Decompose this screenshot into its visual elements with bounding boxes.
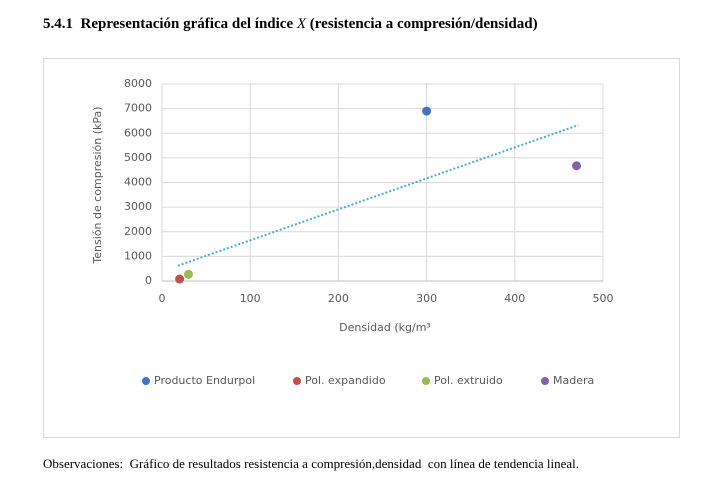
section-number: 5.4.1	[43, 16, 73, 32]
chart: Densidad (kg/m³ Tensión de compresión (k…	[43, 58, 680, 438]
y-tick-label: 4000	[124, 176, 152, 189]
data-point	[422, 106, 432, 116]
x-axis-title: Densidad (kg/m³	[339, 321, 431, 334]
data-point	[183, 269, 193, 279]
chart-frame	[43, 58, 680, 438]
section-heading: 5.4.1 Representación gráfica del índice …	[43, 16, 538, 33]
y-tick-label: 5000	[124, 151, 152, 164]
data-point	[175, 274, 185, 284]
trendline	[177, 124, 579, 267]
legend-label: Pol. expandido	[305, 374, 386, 387]
y-tick-label: 2000	[124, 225, 152, 238]
legend-label: Producto Endurpol	[154, 374, 255, 387]
y-tick-label: 1000	[124, 249, 152, 262]
section-title: Representación gráfica del índice	[80, 16, 297, 32]
x-tick-label: 200	[328, 292, 349, 305]
x-tick-label: 400	[504, 292, 525, 305]
caption: Observaciones: Gráfico de resultados res…	[43, 456, 580, 471]
y-tick-label: 3000	[124, 200, 152, 213]
y-tick-label: 7000	[124, 102, 152, 115]
data-point	[572, 161, 582, 171]
legend-marker	[142, 377, 150, 385]
x-tick-label: 100	[240, 292, 261, 305]
section-title-variable: X	[296, 16, 307, 32]
legend-marker	[541, 377, 549, 385]
legend-label: Madera	[553, 374, 594, 387]
legend-marker	[293, 377, 301, 385]
legend-label: Pol. extruido	[434, 374, 503, 387]
y-tick-label: 0	[145, 274, 152, 287]
section-title: (resistencia a compresión/densidad)	[306, 16, 538, 32]
x-tick-label: 0	[159, 292, 166, 305]
x-tick-label: 300	[416, 292, 437, 305]
legend-marker	[422, 377, 430, 385]
x-tick-label: 500	[593, 292, 614, 305]
y-tick-label: 8000	[124, 77, 152, 90]
y-axis-title: Tensión de compresión (kPa)	[91, 106, 104, 264]
y-tick-label: 6000	[124, 126, 152, 139]
